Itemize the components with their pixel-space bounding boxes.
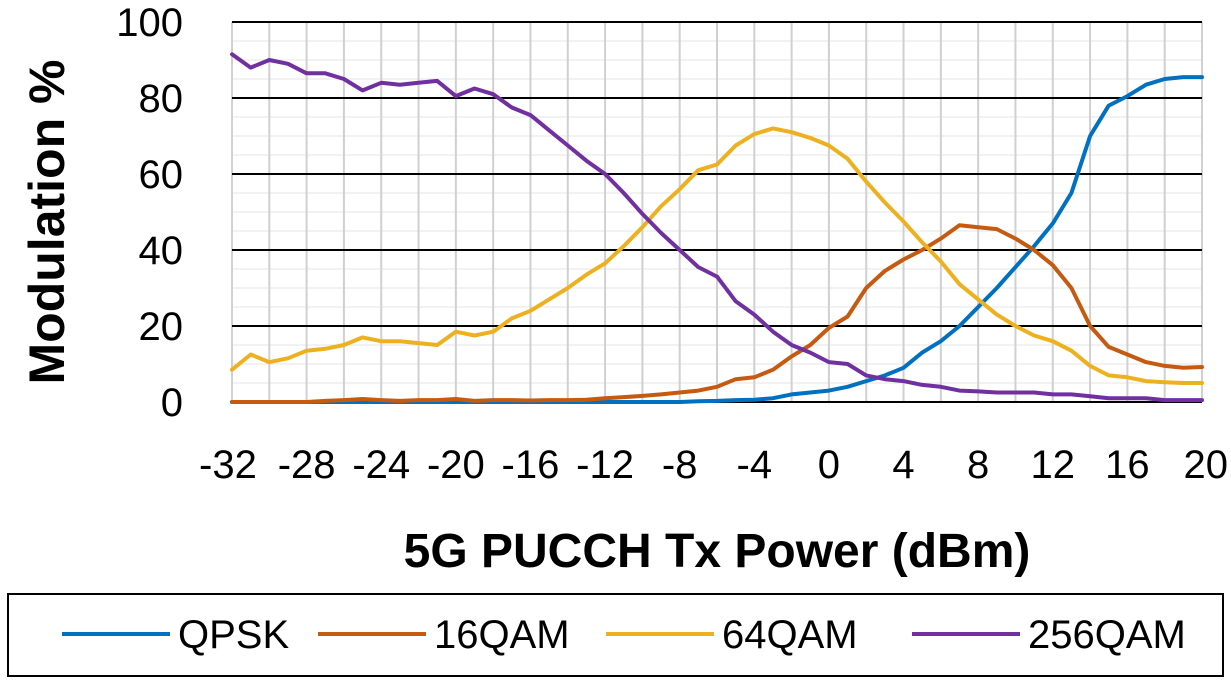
legend-label: 16QAM (434, 613, 570, 657)
x-tick-label: -32 (199, 443, 257, 487)
legend-item-16qam: 16QAM (318, 613, 570, 657)
x-tick-label: 16 (1105, 443, 1150, 487)
y-tick-label: 80 (139, 77, 184, 121)
x-tick-label: 20 (1184, 443, 1229, 487)
x-tick-label: 0 (818, 443, 840, 487)
x-tick-label: -16 (502, 443, 560, 487)
series-lines (230, 52, 1204, 404)
x-tick-label: -8 (662, 443, 698, 487)
legend-label: QPSK (178, 613, 289, 657)
x-tick-label: -20 (427, 443, 485, 487)
legend-item-256qam: 256QAM (912, 613, 1186, 657)
y-tick-label: 100 (116, 1, 183, 45)
series-line-16qam (230, 223, 1204, 404)
legend-item-qpsk: QPSK (62, 613, 289, 657)
x-tick-label: -12 (576, 443, 634, 487)
grid (231, 21, 1203, 403)
x-tick-label: -4 (737, 443, 773, 487)
legend-label: 64QAM (722, 613, 858, 657)
y-axis-label: Modulation % (19, 60, 75, 385)
x-tick-label: 8 (967, 443, 989, 487)
y-tick-label: 60 (139, 153, 184, 197)
legend-item-64qam: 64QAM (606, 613, 858, 657)
y-axis-ticks: 0 20 40 60 80 100 (116, 1, 183, 425)
y-tick-label: 40 (139, 229, 184, 273)
x-axis-ticks: -32 -28 -24 -20 -16 -12 -8 -4 0 4 8 12 16 20 (199, 443, 1228, 487)
legend: QPSK 16QAM 64QAM 256QAM (7, 593, 1224, 677)
x-tick-label: -24 (352, 443, 410, 487)
series-line-64qam (230, 126, 1204, 385)
x-tick-label: 12 (1031, 443, 1076, 487)
y-tick-label: 0 (161, 381, 183, 425)
x-tick-label: 4 (892, 443, 914, 487)
y-tick-label: 20 (139, 305, 184, 349)
series-line-256qam (230, 52, 1204, 403)
x-axis-label: 5G PUCCH Tx Power (dBm) (404, 525, 1031, 578)
legend-label: 256QAM (1028, 613, 1186, 657)
x-tick-label: -28 (278, 443, 336, 487)
